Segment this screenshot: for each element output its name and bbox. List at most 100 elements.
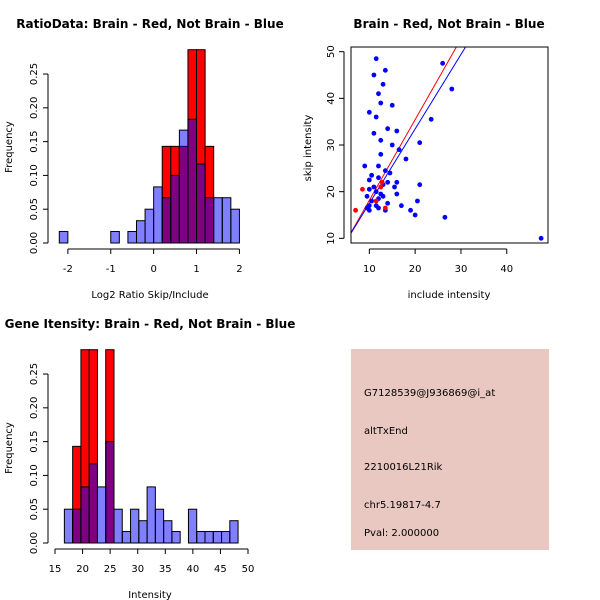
y-tick-label: 0.20 <box>29 397 40 419</box>
intensity-bar-notbrain <box>187 508 198 544</box>
y-tick-label: 20 <box>326 185 337 198</box>
y-tick-label: 0.05 <box>29 198 40 220</box>
ratio-bar-notbrain <box>144 208 155 244</box>
ratio-histogram-y-axis: 0.00 0.05 0.10 0.15 0.20 0.25 <box>29 63 49 254</box>
intensity-bar-notbrain <box>146 486 156 544</box>
y-tick-label: 0.05 <box>29 498 40 520</box>
scatter-point-notbrain <box>394 191 400 197</box>
scatter-point-notbrain <box>408 207 413 213</box>
intensity-bar-notbrain <box>204 531 214 544</box>
pval-text: Pval: 2.000000 <box>364 528 439 539</box>
intensity-bar-notbrain <box>63 508 74 544</box>
y-tick-label: 0.00 <box>29 232 40 254</box>
scatter-point-notbrain <box>538 235 544 241</box>
y-tick-label: 50 <box>326 45 337 58</box>
fit-line-notbrain <box>351 47 466 235</box>
y-tick-label: 10 <box>326 232 337 245</box>
scatter-plot-frame <box>350 46 549 244</box>
intensity-histogram-y-axis: 0.00 0.05 0.10 0.15 0.20 0.25 <box>29 363 49 554</box>
scatter-point-notbrain <box>371 130 377 136</box>
scatter-point-brain <box>373 198 379 204</box>
scatter-point-notbrain <box>385 179 391 185</box>
scatter-point-notbrain <box>382 67 388 73</box>
scatter-panel: Brain - Red, Not Brain - Blue 10 20 30 40 1… <box>303 17 549 301</box>
scatter-y-axis: 10 20 30 40 50 <box>326 45 345 245</box>
scatter-point-notbrain <box>376 91 381 97</box>
y-tick-label: 0.10 <box>29 464 40 486</box>
intensity-histogram-ylabel: Frequency <box>4 422 15 474</box>
x-tick-label: 1 <box>193 264 199 275</box>
scatter-point-notbrain <box>376 205 381 211</box>
scatter-point-notbrain <box>449 86 455 92</box>
ratio-bar-notbrain <box>161 197 172 244</box>
x-tick-label: 20 <box>409 264 422 275</box>
scatter-point-notbrain <box>369 198 375 204</box>
ratio-bar-notbrain <box>196 163 206 244</box>
scatter-point-notbrain <box>376 175 381 181</box>
ratio-bar-notbrain <box>187 118 198 244</box>
scatter-points <box>353 56 544 241</box>
intensity-histogram-panel: Gene Itensity: Brain - Red, Not Brain - … <box>4 317 295 600</box>
x-tick-label: 40 <box>186 564 199 575</box>
intensity-histogram-bars <box>63 349 239 544</box>
intensity-bar-notbrain <box>96 486 107 544</box>
info-panel: G7128539@J936869@i_at altTxEnd 2210016L2… <box>351 349 549 550</box>
intensity-bar-notbrain <box>163 520 173 544</box>
ratio-histogram-bars <box>58 49 240 244</box>
scatter-point-notbrain <box>364 193 370 199</box>
intensity-bar-notbrain <box>212 531 223 544</box>
y-tick-label: 40 <box>326 92 337 105</box>
x-tick-label: 15 <box>49 564 62 575</box>
scatter-point-notbrain <box>385 200 391 206</box>
scatter-point-notbrain <box>387 170 393 176</box>
scatter-point-notbrain <box>378 100 384 106</box>
ratio-bar-notbrain <box>153 186 163 244</box>
intensity-histogram-xlabel: Intensity <box>128 590 172 600</box>
x-tick-label: 10 <box>363 264 376 275</box>
scatter-point-notbrain <box>366 177 372 183</box>
scatter-point-notbrain <box>369 172 375 178</box>
scatter-point-notbrain <box>362 163 368 169</box>
y-tick-label: 0.25 <box>29 63 40 85</box>
scatter-title: Brain - Red, Not Brain - Blue <box>353 17 544 31</box>
intensity-bar-notbrain <box>130 508 140 544</box>
scatter-point-notbrain <box>415 198 420 204</box>
scatter-point-notbrain <box>373 189 379 195</box>
scatter-point-notbrain <box>440 60 446 66</box>
probe-id-text: G7128539@J936869@i_at <box>364 388 495 399</box>
x-tick-label: 25 <box>104 564 117 575</box>
x-tick-label: 0 <box>150 264 156 275</box>
y-tick-label: 0.10 <box>29 164 40 186</box>
scatter-point-brain <box>353 207 358 213</box>
scatter-point-notbrain <box>366 109 372 115</box>
ratio-bar-notbrain <box>135 220 146 244</box>
y-tick-label: 0.00 <box>29 532 40 554</box>
scatter-point-notbrain <box>373 114 379 120</box>
scatter-point-brain <box>382 205 388 211</box>
intensity-histogram-title: Gene Itensity: Brain - Red, Not Brain - … <box>5 317 296 331</box>
location-text: chr5.19817-4.7 <box>364 500 441 511</box>
x-tick-label: 30 <box>131 564 144 575</box>
scatter-point-notbrain <box>371 184 377 190</box>
scatter-point-notbrain <box>376 163 381 169</box>
x-tick-label: 20 <box>76 564 89 575</box>
gene-name-text: 2210016L21Rik <box>364 462 443 473</box>
scatter-xlabel: include intensity <box>408 290 491 301</box>
intensity-histogram-x-axis: 15 20 25 30 35 40 45 50 <box>49 548 254 575</box>
scatter-point-brain <box>378 184 384 190</box>
ratio-bar-notbrain <box>110 231 120 244</box>
scatter-point-notbrain <box>394 128 400 134</box>
x-tick-label: 35 <box>159 564 172 575</box>
ratio-bar-notbrain <box>127 231 137 244</box>
ratio-bar-notbrain <box>230 208 240 244</box>
scatter-point-notbrain <box>403 156 409 162</box>
intensity-bar-notbrain <box>80 486 90 544</box>
ratio-bar-notbrain <box>204 197 215 244</box>
scatter-point-notbrain <box>394 179 400 185</box>
event-type-text: altTxEnd <box>364 426 408 437</box>
ratio-histogram-title: RatioData: Brain - Red, Not Brain - Blue <box>16 17 283 31</box>
scatter-point-brain <box>379 179 385 185</box>
scatter-x-axis: 10 20 30 40 <box>363 248 513 275</box>
scatter-point-notbrain <box>417 140 423 146</box>
